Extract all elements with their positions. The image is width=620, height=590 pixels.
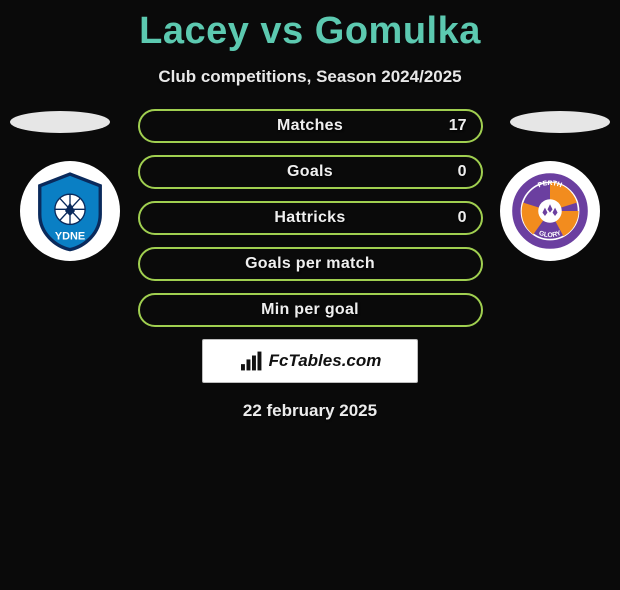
comparison-panel: YDNE PERTH PERTH GLORY [0,109,620,421]
perth-glory-crest-icon: PERTH PERTH GLORY [508,169,592,253]
stat-row-hattricks: Hattricks 0 [138,201,483,235]
stat-value: 17 [449,117,467,135]
stat-row-goals-per-match: Goals per match [138,247,483,281]
player-disc-left [10,111,110,133]
stat-label: Min per goal [261,301,359,319]
footer-brand-text: FcTables.com [269,351,382,371]
stat-value: 0 [458,209,467,227]
stat-value: 0 [458,163,467,181]
stat-row-matches: Matches 17 [138,109,483,143]
comparison-date: 22 february 2025 [0,401,620,421]
page-title: Lacey vs Gomulka [0,10,620,53]
bar-chart-icon [239,350,265,372]
stat-label: Goals [287,163,333,181]
sydney-fc-crest-icon: YDNE [28,169,112,253]
stat-label: Hattricks [274,209,345,227]
stats-list: Matches 17 Goals 0 Hattricks 0 Goals per… [138,109,483,327]
stat-label: Matches [277,117,343,135]
team-badge-left: YDNE [20,161,120,261]
player-disc-right [510,111,610,133]
stat-row-min-per-goal: Min per goal [138,293,483,327]
svg-text:YDNE: YDNE [55,231,85,243]
stat-row-goals: Goals 0 [138,155,483,189]
footer-brand-badge: FcTables.com [202,339,418,383]
team-badge-right: PERTH PERTH GLORY [500,161,600,261]
stat-label: Goals per match [245,255,375,273]
subtitle: Club competitions, Season 2024/2025 [0,67,620,87]
